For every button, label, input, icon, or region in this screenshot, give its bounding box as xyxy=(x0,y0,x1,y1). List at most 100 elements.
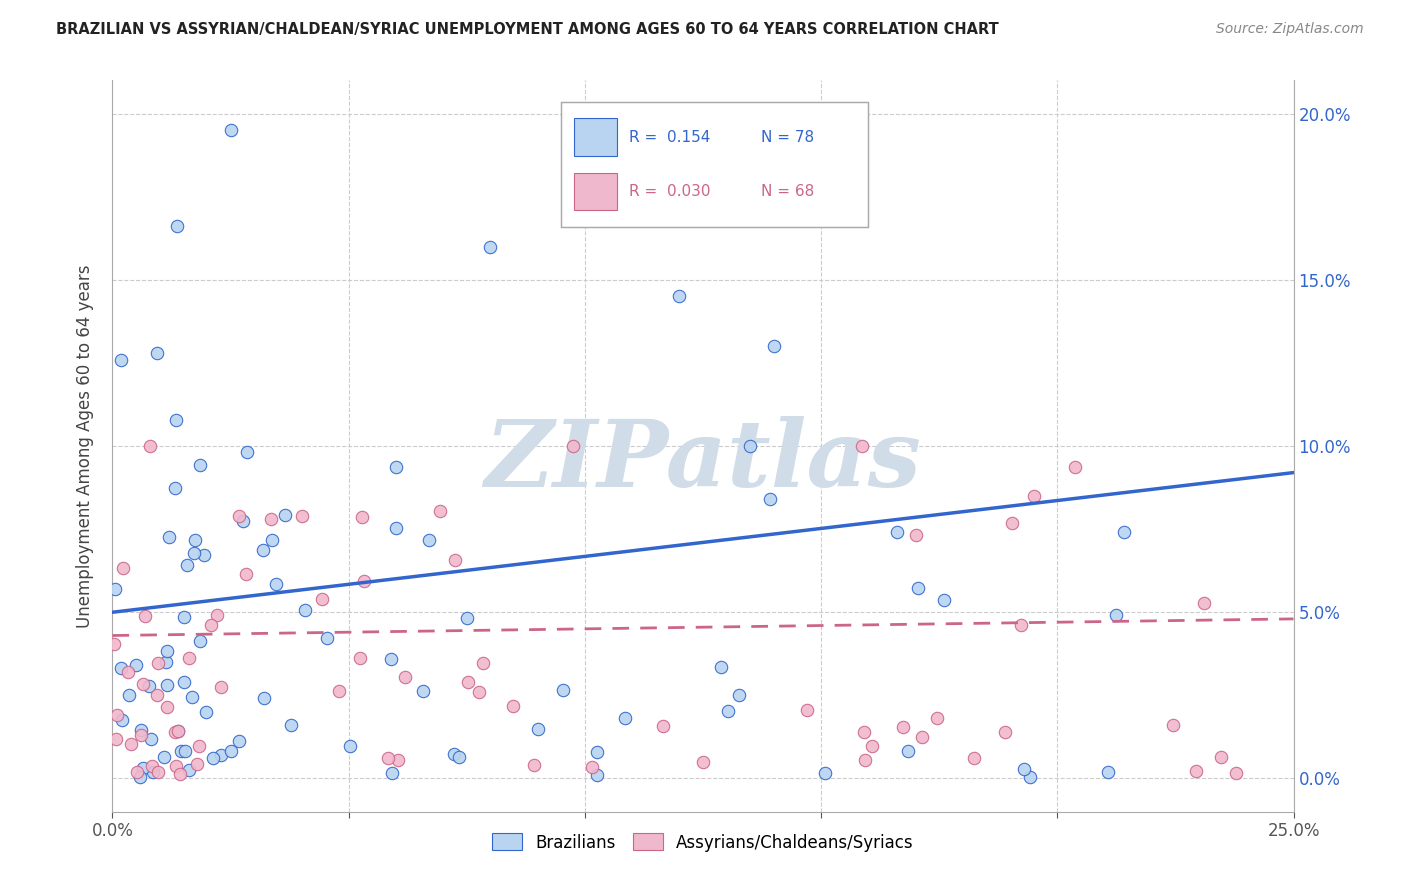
Point xyxy=(228,733,250,747)
Point xyxy=(668,289,690,303)
Point xyxy=(148,656,170,670)
Point xyxy=(311,592,333,607)
Point xyxy=(260,512,283,526)
Point xyxy=(353,574,375,588)
Point xyxy=(132,676,155,690)
Point xyxy=(125,657,148,672)
Point xyxy=(553,682,575,697)
Point xyxy=(1105,607,1128,622)
Point xyxy=(457,675,479,690)
Point xyxy=(328,683,350,698)
Point xyxy=(796,703,818,717)
Point xyxy=(897,744,920,758)
Point xyxy=(128,771,150,785)
Point xyxy=(651,719,673,733)
Point xyxy=(291,508,314,523)
Point xyxy=(963,751,986,765)
Point xyxy=(1014,762,1036,776)
Point xyxy=(1064,460,1087,475)
Point xyxy=(1192,596,1215,610)
Point xyxy=(762,339,785,353)
Point xyxy=(1097,764,1119,779)
Point xyxy=(104,731,127,746)
Point xyxy=(155,700,177,714)
Point xyxy=(117,665,139,680)
Point xyxy=(205,608,228,623)
Point xyxy=(907,582,929,596)
Point xyxy=(153,750,176,764)
Point xyxy=(1225,766,1247,780)
Point xyxy=(387,753,409,767)
Point xyxy=(429,504,451,518)
Point xyxy=(1022,489,1045,503)
Y-axis label: Unemployment Among Ages 60 to 64 years: Unemployment Among Ages 60 to 64 years xyxy=(76,264,94,628)
Point xyxy=(886,524,908,539)
Point xyxy=(173,610,195,624)
Point xyxy=(132,761,155,775)
Point xyxy=(709,660,731,674)
Point xyxy=(183,546,205,560)
Point xyxy=(851,439,873,453)
Point xyxy=(111,561,134,575)
Point xyxy=(613,711,636,725)
Point xyxy=(904,528,927,542)
Point xyxy=(103,637,125,651)
Point xyxy=(138,679,160,693)
Point xyxy=(209,681,232,695)
Point xyxy=(471,656,494,670)
Point xyxy=(155,655,177,669)
Point xyxy=(456,610,478,624)
Point xyxy=(156,643,179,657)
Point xyxy=(174,744,197,758)
Point xyxy=(1019,770,1042,784)
Point xyxy=(157,530,180,544)
Point xyxy=(479,239,502,253)
Point xyxy=(165,481,187,495)
Point xyxy=(280,718,302,732)
Point xyxy=(1161,717,1184,731)
Point xyxy=(1184,764,1206,779)
Point xyxy=(717,704,740,718)
Point xyxy=(860,739,883,753)
Point xyxy=(169,744,191,758)
Point xyxy=(934,593,956,607)
Point xyxy=(219,123,242,137)
Point xyxy=(526,722,548,736)
Point xyxy=(266,576,288,591)
Point xyxy=(253,691,276,706)
Point xyxy=(188,458,211,473)
Point xyxy=(377,751,399,765)
Point xyxy=(925,711,948,725)
Point xyxy=(134,608,156,623)
Point xyxy=(110,352,132,367)
Point xyxy=(274,508,297,522)
Point xyxy=(176,558,198,572)
Point xyxy=(349,651,371,665)
Point xyxy=(232,514,254,528)
Point xyxy=(120,737,142,751)
Point xyxy=(104,582,127,597)
Point xyxy=(141,758,163,772)
Point xyxy=(994,725,1017,739)
Point xyxy=(740,439,762,453)
Point xyxy=(585,745,607,759)
Point xyxy=(169,767,191,781)
Point xyxy=(167,723,190,738)
Point xyxy=(468,685,491,699)
Point xyxy=(173,674,195,689)
Point xyxy=(156,678,179,692)
Point xyxy=(148,765,170,780)
Point xyxy=(166,723,188,738)
Point xyxy=(339,739,361,753)
Point xyxy=(186,757,208,772)
Point xyxy=(139,732,162,747)
Point xyxy=(235,567,257,582)
Point xyxy=(181,690,204,704)
Point xyxy=(502,699,524,714)
Point xyxy=(1211,750,1233,764)
Point xyxy=(1010,618,1032,632)
Point xyxy=(350,510,373,524)
Text: Source: ZipAtlas.com: Source: ZipAtlas.com xyxy=(1216,22,1364,37)
Point xyxy=(188,634,211,648)
Point xyxy=(585,768,607,782)
